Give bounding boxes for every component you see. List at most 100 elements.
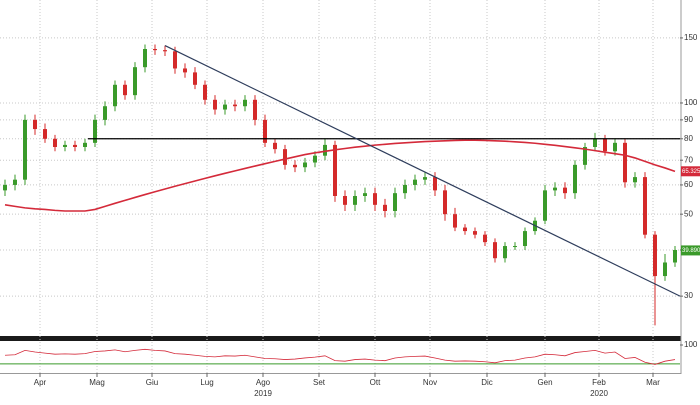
candle-body xyxy=(613,142,617,152)
candle-body xyxy=(283,149,287,165)
candle-body xyxy=(633,177,637,183)
candle-body xyxy=(363,193,367,197)
x-tick-label: Mar xyxy=(646,378,660,387)
candle-body xyxy=(573,164,577,194)
candle-body xyxy=(83,142,87,148)
y-tick-label: 30 xyxy=(684,291,693,300)
candle-body xyxy=(3,184,7,191)
candle-body xyxy=(503,246,507,259)
candle-body xyxy=(523,231,527,247)
candle-body xyxy=(193,72,197,85)
candle-body xyxy=(463,227,467,232)
candle-body xyxy=(393,193,397,212)
x-tick-label: Ago xyxy=(256,378,271,387)
y-tick-label: 80 xyxy=(684,134,693,143)
candle-body xyxy=(373,193,377,205)
candle-body xyxy=(453,214,457,228)
candle-body xyxy=(73,144,77,148)
candle-body xyxy=(343,196,347,205)
x-tick-label: Lug xyxy=(200,378,213,387)
x-tick-label: Ott xyxy=(370,378,381,387)
candle-body xyxy=(23,119,27,180)
candle-body xyxy=(513,246,517,248)
candle-body xyxy=(173,51,177,69)
candle-body xyxy=(353,196,357,205)
candle-body xyxy=(603,138,607,152)
candle-body xyxy=(543,190,547,221)
candle-body xyxy=(13,179,17,185)
x-tick-label: Nov xyxy=(423,378,437,387)
y-tick-label: 150 xyxy=(684,33,698,42)
x-tick-label: Feb xyxy=(592,378,606,387)
ma-last-label-box xyxy=(681,166,700,177)
candle-body xyxy=(183,68,187,73)
candle-body xyxy=(223,104,227,110)
y-tick-label: 100 xyxy=(684,340,698,349)
y-tick-label: 50 xyxy=(684,209,693,218)
candle-body xyxy=(383,204,387,212)
candle-body xyxy=(623,142,627,183)
candle-body xyxy=(233,104,237,107)
candle-body xyxy=(273,142,277,150)
candle-body xyxy=(253,99,257,120)
y-tick-label: 70 xyxy=(684,155,693,164)
candle-body xyxy=(413,179,417,185)
ma-last-label: 65.3254 xyxy=(682,169,700,175)
candle-body xyxy=(143,48,147,68)
candle-body xyxy=(293,164,297,168)
x-tick-label: Giu xyxy=(146,378,158,387)
oscillator-line xyxy=(4,348,676,365)
x-tick-label: Gen xyxy=(537,378,552,387)
candle-body xyxy=(53,138,57,148)
candle-body xyxy=(63,144,67,148)
candle-body xyxy=(433,177,437,191)
candle-body xyxy=(323,144,327,156)
trend-line xyxy=(164,45,681,297)
candle-body xyxy=(103,106,107,120)
candle-body xyxy=(33,119,37,130)
candle-body xyxy=(303,162,307,168)
candle-body xyxy=(263,119,267,143)
candle-body xyxy=(583,147,587,165)
panel-separator xyxy=(0,336,681,341)
last-price-label: 39.890 xyxy=(682,248,700,254)
candle-body xyxy=(213,99,217,110)
candle-body xyxy=(93,119,97,143)
last-price-label-box xyxy=(681,245,700,256)
candle-body xyxy=(43,129,47,139)
candle-body xyxy=(333,144,337,197)
candle-body xyxy=(493,242,497,259)
candle-body xyxy=(243,99,247,107)
candle-body xyxy=(423,177,427,180)
candle-body xyxy=(663,262,667,277)
moving-average-line xyxy=(4,139,676,212)
y-tick-label: 90 xyxy=(684,115,693,124)
candle-body xyxy=(203,84,207,100)
bottom-rule xyxy=(0,373,681,374)
y-tick-label: 100 xyxy=(684,98,698,107)
candle-body xyxy=(593,138,597,148)
candle-body xyxy=(443,190,447,215)
candle-body xyxy=(163,50,167,52)
candle-body xyxy=(123,84,127,96)
candle-body xyxy=(643,177,647,235)
x-tick-label: Dic xyxy=(481,378,493,387)
x-tick-label: Apr xyxy=(34,378,47,387)
candle-body xyxy=(563,187,567,194)
candle-body xyxy=(473,231,477,235)
candle-body xyxy=(653,234,657,277)
candle-body xyxy=(483,234,487,243)
x-tick-label: Mag xyxy=(89,378,105,387)
candle-body xyxy=(133,67,137,96)
x-tick-label: Set xyxy=(313,378,326,387)
candle-body xyxy=(553,187,557,191)
y-tick-label: 60 xyxy=(684,180,693,189)
candle-body xyxy=(113,84,117,107)
candle-body xyxy=(313,155,317,163)
year-label: 2020 xyxy=(590,389,608,398)
candle-body xyxy=(153,48,157,51)
candle-body xyxy=(403,184,407,194)
candle-body xyxy=(673,249,677,263)
